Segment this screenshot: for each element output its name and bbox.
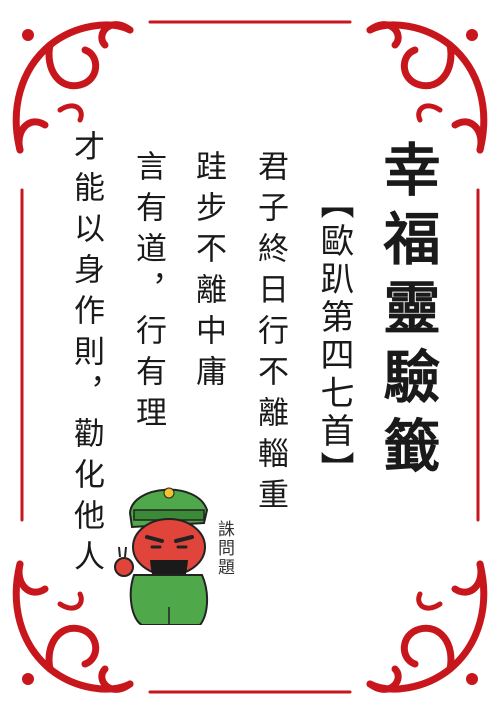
poem-line-3: 言有道，行有理	[130, 150, 166, 437]
poem-line-4: 才能以身作則，勸化他人	[68, 130, 104, 581]
corner-scroll-ornament	[12, 21, 134, 154]
page-title: 幸福靈驗籤	[374, 140, 440, 485]
handwritten-seal: 誅問題	[214, 520, 234, 577]
subtitle-verse-number: 【歐趴第四七首】	[314, 185, 354, 489]
guan-gong-cartoon-icon	[114, 487, 209, 625]
poem-line-2: 跬步不離中庸	[190, 150, 226, 396]
poem-line-1: 君子終日行不離輜重	[252, 150, 288, 519]
